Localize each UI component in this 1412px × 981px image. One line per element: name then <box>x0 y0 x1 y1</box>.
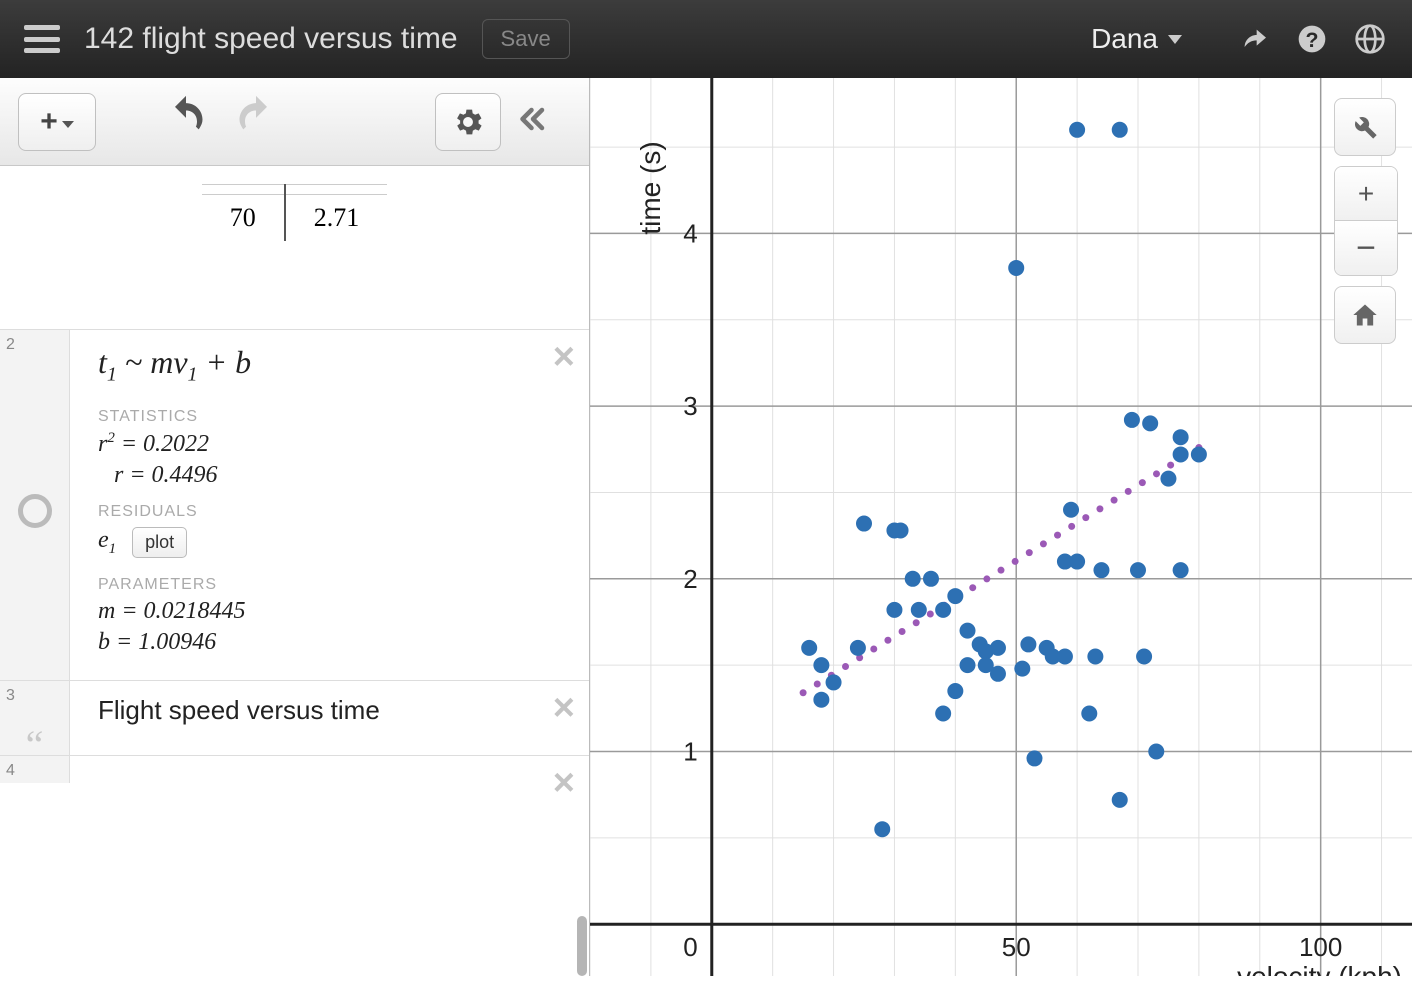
settings-button[interactable] <box>435 93 501 151</box>
share-icon[interactable] <box>1236 21 1272 57</box>
wrench-icon[interactable] <box>1334 98 1396 156</box>
save-button[interactable]: Save <box>482 19 570 59</box>
plus-icon: + <box>40 105 58 139</box>
close-icon[interactable]: × <box>553 338 575 376</box>
parameters-label: PARAMETERS <box>98 576 567 594</box>
expression-index: 2 <box>6 336 15 354</box>
expression-index: 3 <box>6 687 15 705</box>
note-icon: “ <box>26 735 44 755</box>
page-title[interactable]: 142 flight speed versus time <box>84 22 458 56</box>
table-cell-x[interactable]: 70 <box>202 195 285 242</box>
svg-text:0: 0 <box>683 932 697 962</box>
svg-text:?: ? <box>1305 28 1318 52</box>
globe-icon[interactable] <box>1352 21 1388 57</box>
user-menu[interactable]: Dana <box>1091 23 1182 55</box>
help-icon[interactable]: ? <box>1294 21 1330 57</box>
expression-toggle-icon[interactable] <box>18 494 52 528</box>
chevron-down-icon <box>1168 35 1182 44</box>
residuals-label: RESIDUALS <box>98 503 567 521</box>
redo-button[interactable] <box>234 94 290 150</box>
svg-text:100: 100 <box>1299 932 1342 962</box>
residual-var: e1 <box>98 527 116 558</box>
b-parameter: b = 1.00946 <box>98 629 567 656</box>
r-squared-stat: r2 = 0.2022 <box>98 430 567 458</box>
table-cell-y[interactable]: 2.71 <box>285 195 388 242</box>
scrollbar[interactable] <box>577 916 587 976</box>
menu-button[interactable] <box>24 25 60 53</box>
svg-text:1: 1 <box>683 737 697 767</box>
regression-formula[interactable]: t1 ~ mv1 + b <box>98 344 567 386</box>
close-icon[interactable]: × <box>553 764 575 802</box>
statistics-label: STATISTICS <box>98 408 567 426</box>
graph-canvas[interactable]: 0 50 100 1 2 3 4 velocity (kph) time (s) + − <box>590 78 1412 976</box>
note-text[interactable]: Flight speed versus time <box>98 695 567 726</box>
user-name: Dana <box>1091 23 1158 55</box>
chevron-down-icon <box>62 121 74 128</box>
collapse-panel-button[interactable] <box>515 101 571 142</box>
undo-button[interactable] <box>164 94 220 150</box>
svg-text:4: 4 <box>683 218 697 248</box>
zoom-in-button[interactable]: + <box>1335 167 1397 221</box>
add-expression-button[interactable]: + <box>18 93 96 151</box>
plot-residuals-button[interactable]: plot <box>132 527 187 558</box>
svg-text:3: 3 <box>683 391 697 421</box>
expression-index: 4 <box>6 762 15 780</box>
svg-text:time (s): time (s) <box>635 141 666 234</box>
home-button[interactable] <box>1334 286 1396 344</box>
m-parameter: m = 0.0218445 <box>98 598 567 625</box>
close-icon[interactable]: × <box>553 689 575 727</box>
svg-text:50: 50 <box>1002 932 1031 962</box>
svg-text:2: 2 <box>683 564 697 594</box>
zoom-out-button[interactable]: − <box>1335 221 1397 275</box>
table-row[interactable]: 70 2.71 <box>0 166 589 249</box>
svg-text:velocity (kph): velocity (kph) <box>1237 961 1402 976</box>
r-stat: r = 0.4496 <box>98 462 567 489</box>
